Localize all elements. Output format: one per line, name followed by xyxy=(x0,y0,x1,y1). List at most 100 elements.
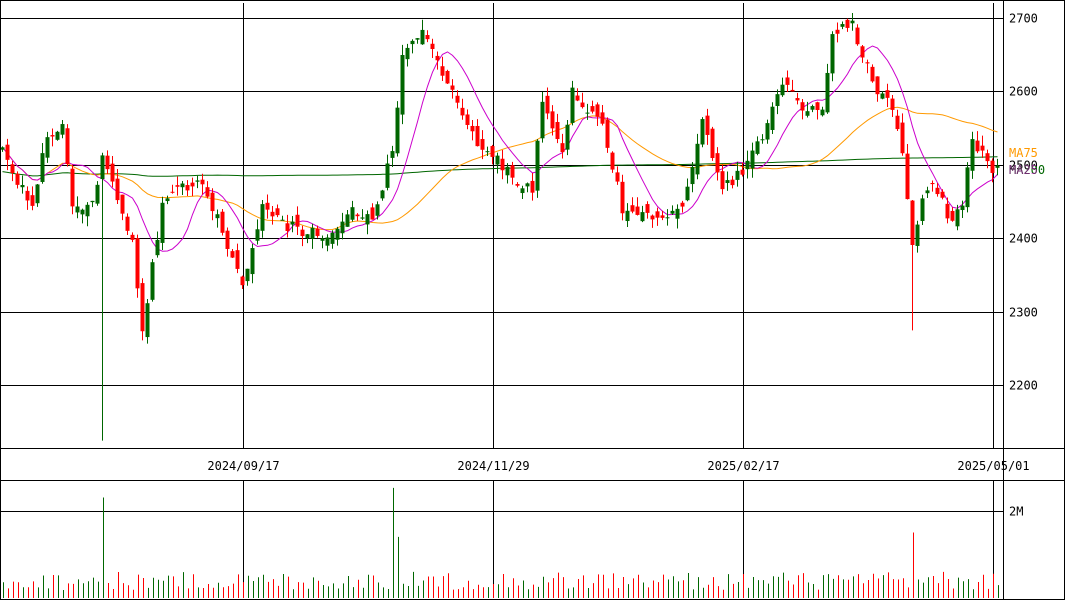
candle-body xyxy=(140,283,145,332)
candle-body xyxy=(865,62,870,64)
candle-body xyxy=(990,160,995,173)
candle-body xyxy=(180,183,185,188)
candle-body xyxy=(165,198,170,202)
candle-body xyxy=(280,219,285,221)
candle-body xyxy=(560,143,565,153)
ma-legend: MA75 MA200 MA25 xyxy=(1009,146,1045,177)
candle-body xyxy=(475,125,480,147)
candle-body xyxy=(275,208,280,216)
candle-body xyxy=(405,47,410,60)
candle-body xyxy=(625,210,630,222)
candle-body xyxy=(60,124,65,135)
candle-body xyxy=(510,165,515,178)
candle-body xyxy=(535,140,540,191)
candle-body xyxy=(400,55,405,115)
volume-bars xyxy=(3,487,999,598)
candle-body xyxy=(20,185,25,188)
date-tick-label: 2024/11/29 xyxy=(457,459,529,473)
candle-body xyxy=(415,38,420,40)
candle-body xyxy=(530,180,535,193)
candle-body xyxy=(945,203,950,219)
candle-body xyxy=(520,188,525,194)
candle-body xyxy=(305,234,310,239)
candle-body xyxy=(775,94,780,107)
price-tick-label: 2500 xyxy=(1009,159,1038,173)
candle-body xyxy=(435,55,440,61)
candle-body xyxy=(480,138,485,150)
candle-body xyxy=(270,211,275,217)
candle-body xyxy=(195,180,200,182)
candle-body xyxy=(410,40,415,45)
candle-body xyxy=(300,229,305,237)
candle-body xyxy=(595,104,600,117)
candle-body xyxy=(340,221,345,234)
candle-body xyxy=(815,102,820,110)
candle-body xyxy=(645,204,650,213)
candle-body xyxy=(470,125,475,132)
candle-body xyxy=(65,128,70,165)
candle-body xyxy=(345,214,350,227)
candle-body xyxy=(780,84,785,96)
candle-body xyxy=(725,180,730,183)
candle-body xyxy=(515,184,520,186)
candle-body xyxy=(210,192,215,212)
candle-body xyxy=(330,232,335,244)
price-tick-label: 2400 xyxy=(1009,232,1038,246)
price-tick-label: 2300 xyxy=(1009,306,1038,320)
candle-body xyxy=(950,210,955,221)
candle-body xyxy=(960,205,965,211)
candle-body xyxy=(370,207,375,220)
candle-body xyxy=(755,141,760,154)
candle-body xyxy=(290,221,295,225)
candle-body xyxy=(670,210,675,214)
candle-body xyxy=(895,115,900,130)
candle-body xyxy=(240,276,245,286)
candle-body xyxy=(605,119,610,148)
moving-averages xyxy=(2,45,998,252)
candle-body xyxy=(45,137,50,158)
candle-body xyxy=(640,212,645,222)
candle-body xyxy=(205,187,210,197)
ma75-line xyxy=(2,106,998,231)
candle-body xyxy=(805,111,810,116)
candle-body xyxy=(550,111,555,129)
candle-body xyxy=(75,206,80,213)
candle-body xyxy=(225,230,230,249)
candle-body xyxy=(855,27,860,45)
candle-body xyxy=(710,128,715,159)
candle-body xyxy=(750,150,755,169)
candle-body xyxy=(485,151,490,153)
candle-body xyxy=(890,98,895,110)
candle-body xyxy=(765,123,770,140)
candle-body xyxy=(930,183,935,185)
candle-body xyxy=(680,202,685,207)
price-tick-label: 2700 xyxy=(1009,12,1038,26)
candle-body xyxy=(955,209,960,227)
candle-body xyxy=(730,179,735,186)
candle-body xyxy=(375,204,380,216)
ma25-line xyxy=(2,45,998,252)
candle-body xyxy=(440,66,445,76)
candle-body xyxy=(310,227,315,239)
candle-body xyxy=(445,70,450,84)
candle-body xyxy=(90,200,95,203)
candle-body xyxy=(155,239,160,256)
candle-body xyxy=(355,214,360,217)
candle-body xyxy=(430,43,435,50)
candle-body xyxy=(835,29,840,34)
candle-body xyxy=(230,251,235,258)
candle-body xyxy=(740,169,745,175)
candle-body xyxy=(465,114,470,125)
candle-body xyxy=(450,85,455,90)
candle-body xyxy=(500,158,505,171)
candle-body xyxy=(700,119,705,145)
candle-body xyxy=(495,155,500,165)
candle-body xyxy=(575,95,580,101)
candle-body xyxy=(660,215,665,218)
candle-body xyxy=(630,205,635,212)
candle-body xyxy=(190,182,195,187)
ma25-legend-label: MA25 xyxy=(1009,163,1038,177)
candle-body xyxy=(860,46,865,58)
